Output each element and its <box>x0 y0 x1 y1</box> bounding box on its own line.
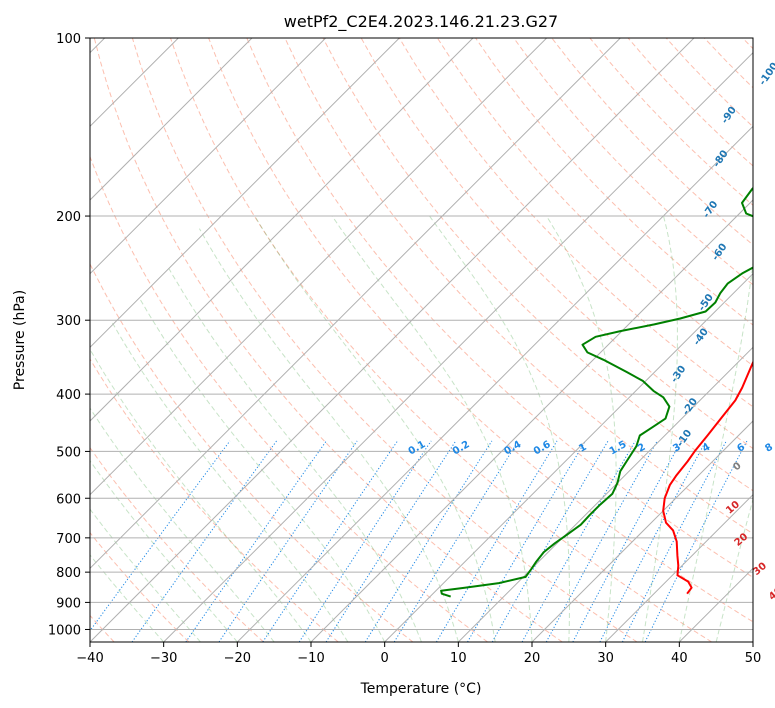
y-tick-label: 100 <box>56 32 81 47</box>
moist-adiabat-line <box>546 215 617 642</box>
isotherm-gridline <box>384 272 753 642</box>
mixing-ratio-label-text: 8 <box>763 442 775 455</box>
dry-adiabat-line <box>436 38 753 367</box>
plot-frame <box>89 37 754 643</box>
mixing-ratio-line <box>644 440 748 642</box>
isotherm-gridline <box>605 493 753 642</box>
moist-adiabat-line <box>678 259 753 642</box>
dry-adiabat-line <box>360 38 753 450</box>
x-tick-label: −40 <box>76 651 103 666</box>
mixing-ratio-line <box>364 440 493 642</box>
chart-title: wetPf2_C2E4.2023.146.21.23.G27 <box>284 12 558 32</box>
dry-adiabat-line <box>90 446 264 642</box>
y-tick-label: 300 <box>56 314 81 329</box>
moist-adiabat-line <box>642 215 678 642</box>
dewpoint-line <box>440 186 753 598</box>
x-tick-label: 20 <box>524 651 541 666</box>
mixing-ratio-label-text: 4 <box>701 442 713 455</box>
mixing-ratio-label: 1 <box>577 442 589 455</box>
mixing-ratio-label: 2 <box>636 442 648 455</box>
mixing-ratio-line <box>467 440 586 642</box>
dry-adiabat-line <box>246 38 753 578</box>
dry-adiabat-line <box>284 38 753 535</box>
isotherm-gridline <box>90 38 621 570</box>
isotherm-gridline <box>236 125 753 642</box>
mixing-ratio-label-text: 3 <box>671 442 683 455</box>
x-tick-label: 50 <box>745 651 762 666</box>
moist-adiabat-line <box>90 508 201 642</box>
isotherm-gridline <box>90 38 474 422</box>
isotherm-gridline <box>531 420 753 642</box>
x-axis: −40 −30 −20 −10 0 10 20 30 40 50 <box>76 642 761 666</box>
y-tick-label: 700 <box>56 532 81 547</box>
dry-adiabat-line <box>208 38 753 623</box>
x-tick-label: −10 <box>297 651 324 666</box>
y-tick-label: 1000 <box>48 623 81 638</box>
mixing-ratio-line <box>621 440 727 642</box>
x-tick-label: 0 <box>381 651 389 666</box>
isotherm-gridline <box>90 38 253 201</box>
mixing-ratio-label-text: 6 <box>735 442 747 455</box>
x-tick-label: 30 <box>597 651 614 666</box>
moist-adiabat-line <box>254 215 496 642</box>
grid <box>90 38 753 642</box>
isotherm-gridline <box>90 38 400 349</box>
mixing-ratio-label: 6 <box>735 442 747 455</box>
mixing-ratio-label-text: 2 <box>636 442 648 455</box>
moist-adiabat-label: 40 <box>767 585 775 602</box>
mixing-ratio-line <box>521 440 636 642</box>
moist-adiabat-line <box>90 348 312 642</box>
dry-adiabat-line <box>170 38 712 642</box>
dry-adiabat-line <box>131 38 638 642</box>
dry-adiabat-line <box>90 531 190 642</box>
moist-adiabat-line <box>90 459 238 642</box>
moist-adiabat-line <box>198 228 459 642</box>
y-tick-label: 400 <box>56 388 81 403</box>
mixing-ratio-label: 3 <box>671 442 683 455</box>
isotherm-gridline <box>90 38 327 275</box>
mixing-ratio-line <box>262 440 399 642</box>
moist-adiabat-line <box>138 297 386 642</box>
mixing-ratio-label: 8 <box>763 442 775 455</box>
moist-adiabat-label: 0 <box>731 460 743 473</box>
y-axis: 1000 900 800 700 600 500 400 300 200 100 <box>48 32 90 638</box>
dry-adiabat-line <box>90 358 339 642</box>
mixing-ratio-line <box>218 440 358 642</box>
x-axis-label: Temperature (°C) <box>360 681 482 697</box>
isotherm-gridline <box>90 38 548 496</box>
mixing-ratio-line <box>545 440 658 642</box>
moist-adiabat-label-text: 40 <box>767 585 775 602</box>
mixing-ratio-label-text: 1 <box>577 442 589 455</box>
y-axis-label: Pressure (hPa) <box>12 290 28 390</box>
x-tick-label: 40 <box>671 651 688 666</box>
y-tick-label: 200 <box>56 210 81 225</box>
y-tick-label: 600 <box>56 492 81 507</box>
dry-adiabat-line <box>513 38 753 286</box>
mixing-ratio-line <box>131 440 278 642</box>
mixing-ratio-line <box>185 440 327 642</box>
moist-adiabat-line <box>715 497 753 642</box>
x-tick-label: 10 <box>450 651 467 666</box>
dry-adiabat-line <box>322 38 753 492</box>
y-tick-label: 900 <box>56 596 81 611</box>
x-tick-label: −20 <box>224 651 251 666</box>
dry-adiabat-line <box>93 38 563 642</box>
dry-adiabat-line <box>90 155 488 642</box>
y-tick-label: 800 <box>56 566 81 581</box>
mixing-ratio-label: 4 <box>701 442 713 455</box>
plot-area <box>90 38 753 642</box>
temperature-line <box>662 359 753 595</box>
isotherm-gridline <box>90 38 695 642</box>
isotherm-gridline <box>310 199 753 642</box>
mixing-ratio-line <box>325 440 457 642</box>
mixing-ratio-line <box>298 440 432 642</box>
series-layer <box>440 186 753 598</box>
background-lines <box>90 38 753 642</box>
x-tick-label: −30 <box>150 651 177 666</box>
y-tick-label: 500 <box>56 445 81 460</box>
isotherm-gridline <box>163 51 753 642</box>
mixing-ratio-line <box>435 440 558 642</box>
moist-adiabat-line <box>90 554 165 642</box>
